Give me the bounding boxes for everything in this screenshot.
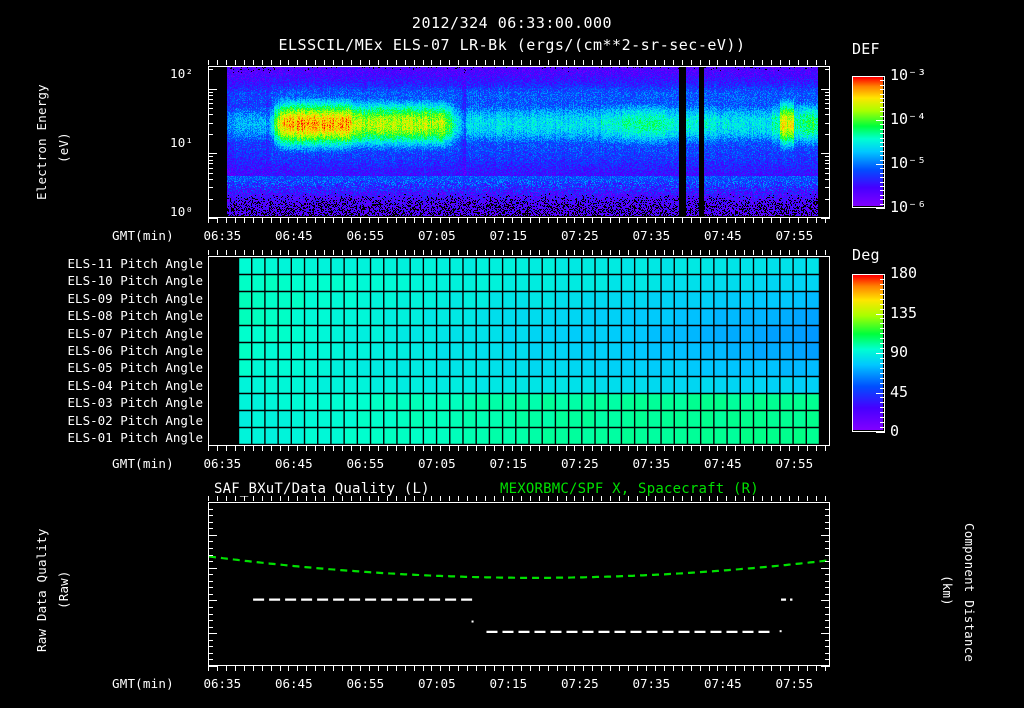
pitch-angle-row-label: ELS-04 Pitch Angle <box>67 377 203 393</box>
pitch-angle-row-label: ELS-08 Pitch Angle <box>67 308 203 324</box>
electron-energy-spectrogram <box>208 66 830 218</box>
pitch-angle-row-label: ELS-02 Pitch Angle <box>67 412 203 428</box>
deg-colorbar-ticks <box>872 274 885 433</box>
data-quality-canvas <box>209 503 828 664</box>
data-quality-plot <box>208 502 830 666</box>
bottom-title-left: SAF_BXuT/Data Quality (L) <box>214 481 430 497</box>
pitch-angle-row-label: ELS-01 Pitch Angle <box>67 430 203 445</box>
top-yunit-text: (eV) <box>56 132 71 164</box>
bottom-xlabel: GMT(min) <box>112 676 174 691</box>
mid-axis-ticks-bottom <box>208 446 830 453</box>
bottom-ylabel-right-text: Component Distance <box>962 522 977 663</box>
pitch-angle-row-label: ELS-05 Pitch Angle <box>67 360 203 376</box>
bottom-axis-ticks-right <box>818 502 830 667</box>
bottom-ylabel-left-text: Raw Data Quality <box>34 528 49 652</box>
def-colorbar-labels: 10⁻³ 10⁻⁴ 10⁻⁵ 10⁻⁶ <box>890 66 927 216</box>
pitch-angle-canvas <box>209 257 828 444</box>
spectrogram-canvas <box>209 67 828 216</box>
pitch-angle-row-label: ELS-07 Pitch Angle <box>67 325 203 341</box>
bottom-ytick-labels-left <box>168 496 202 666</box>
def-colorbar-title: DEF <box>852 40 880 58</box>
bottom-xtick-labels: 06:35 06:45 06:55 07:05 07:15 07:25 07:35 07:45… <box>203 676 814 691</box>
pitch-angle-row-label: ELS-10 Pitch Angle <box>67 273 203 289</box>
dataset-subtitle: ELSSCIL/MEx ELS-07 LR-Bk (ergs/(cm**2-sr… <box>278 36 746 54</box>
top-axis-ticks-top <box>208 60 830 67</box>
top-ytick-1e2: 10² <box>170 66 194 81</box>
pitch-angle-row-labels: ELS-11 Pitch Angle ELS-10 Pitch Angle ELS-… <box>52 254 207 446</box>
top-axis-ticks-left <box>208 66 218 219</box>
mid-xtick-labels: 06:35 06:45 06:55 07:05 07:15 07:25 07:35 07:45… <box>203 456 814 471</box>
top-axis-ticks-bottom <box>208 218 830 225</box>
def-colorbar-canvas <box>853 77 883 206</box>
pitch-angle-row-label: ELS-03 Pitch Angle <box>67 395 203 411</box>
bottom-yunit-right: (km) <box>940 560 955 620</box>
bottom-title-right: MEXORBMC/SPF X, Spacecraft (R) <box>500 481 759 497</box>
bottom-yunit-right-text: (km) <box>940 574 955 606</box>
def-colorbar-ticks <box>872 76 885 209</box>
mid-axis-ticks-top <box>208 250 830 257</box>
deg-colorbar-title: Deg <box>852 246 880 264</box>
top-ytick-1e0: 10⁰ <box>170 204 194 219</box>
top-panel-ylabel: Electron Energy <box>34 62 49 222</box>
pitch-angle-panel <box>208 256 830 446</box>
pitch-angle-row-label: ELS-11 Pitch Angle <box>67 256 203 271</box>
deg-colorbar-canvas <box>853 275 883 430</box>
top-ylabel-text: Electron Energy <box>34 84 49 200</box>
top-panel-yunit: (eV) <box>56 118 71 178</box>
pitch-angle-row-label: ELS-09 Pitch Angle <box>67 290 203 306</box>
bottom-yunit-left: (Raw) <box>56 560 71 620</box>
top-axis-ticks-right <box>820 66 830 219</box>
bottom-ytick-labels-right <box>838 496 948 666</box>
mid-xlabel: GMT(min) <box>112 456 174 471</box>
pitch-angle-row-label: ELS-06 Pitch Angle <box>67 343 203 358</box>
top-ytick-1e1: 10¹ <box>170 135 194 150</box>
timestamp-title: 2012/324 06:33:00.000 <box>411 14 613 32</box>
bottom-yunit-left-text: (Raw) <box>56 570 71 610</box>
top-xtick-labels: 06:35 06:45 06:55 07:05 07:15 07:25 07:35 07:45… <box>203 228 814 243</box>
bottom-axis-ticks-top <box>208 496 830 503</box>
bottom-axis-ticks-bottom <box>208 666 830 673</box>
bottom-ylabel-left: Raw Data Quality <box>34 510 49 670</box>
bottom-ylabel-right: Component Distance <box>962 505 977 680</box>
deg-colorbar-labels: 180 135 90 45 0 <box>890 264 918 440</box>
bottom-axis-ticks-left <box>208 502 220 667</box>
top-xlabel: GMT(min) <box>112 228 174 243</box>
